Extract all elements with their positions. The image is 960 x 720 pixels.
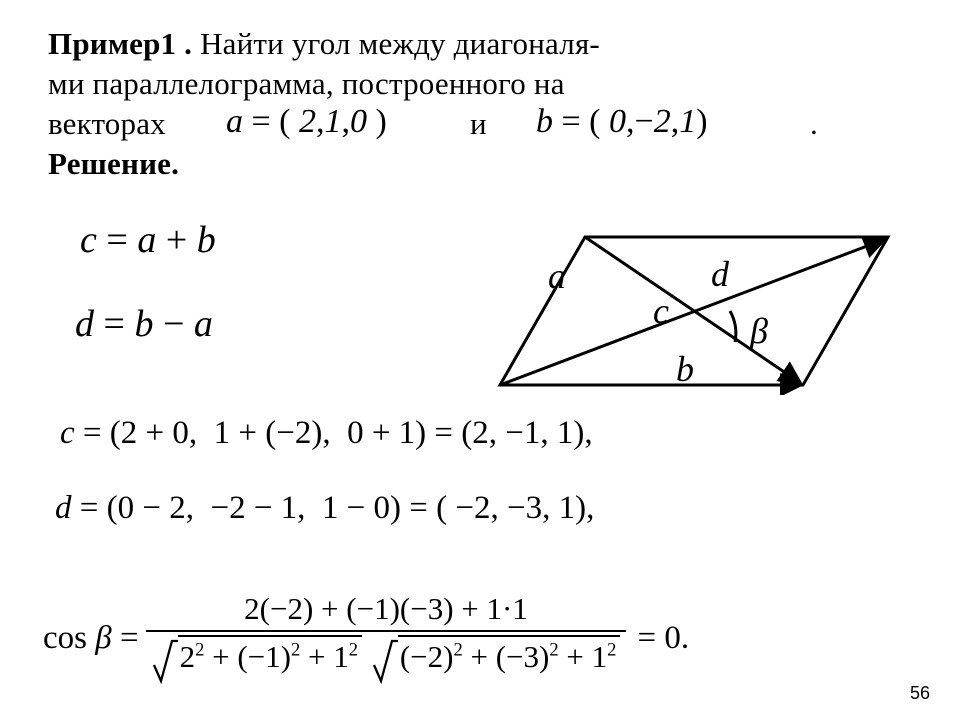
end-dot: . (810, 106, 818, 142)
cos-beta-lhs: cos β = (43, 620, 139, 656)
solution-label: Решение. (48, 146, 179, 182)
diagram-label-c: c (653, 290, 669, 332)
example-title: Пример1 . (48, 26, 192, 61)
eq-d-calc: d = (0 − 2, −2 − 1, 1 − 0) = ( −2, −3, 1… (55, 490, 594, 527)
diagram-label-b: b (676, 348, 694, 390)
parallelogram-diagram: a d c β b (478, 215, 903, 395)
vector-b-equation: b = ( 0,−2,1) (536, 103, 708, 141)
problem-line-1: Пример1 . Найти угол между диагоналя- (48, 26, 600, 62)
diagram-label-beta: β (750, 310, 768, 352)
page-number: 56 (910, 683, 930, 704)
diagram-label-d: d (711, 253, 729, 295)
cos-beta-denominator: 22 + (−1)2 + 12 (−2)2 + (−3)2 + 12 (146, 632, 627, 685)
vector-a-equation: a = ( 2,1,0 ) (226, 103, 387, 141)
problem-vectors-word: векторах (48, 106, 166, 142)
cos-beta-equation: cos β = 2(−2) + (−1)(−3) + 1·1 22 + (−1)… (42, 590, 922, 686)
eq-d-definition: d = b − a (75, 302, 213, 346)
eq-c-definition: c = a + b (80, 218, 216, 262)
problem-line-2: ми параллелограмма, построенного на (48, 66, 565, 102)
problem-line-1-rest: Найти угол между диагоналя- (192, 26, 600, 61)
diagram-label-a: a (548, 255, 566, 297)
cos-beta-numerator: 2(−2) + (−1)(−3) + 1·1 (146, 591, 627, 630)
eq-c-calc: c = (2 + 0, 1 + (−2), 0 + 1) = (2, −1, 1… (60, 415, 593, 452)
and-word: и (470, 106, 487, 142)
cos-beta-result: = 0. (627, 590, 690, 686)
